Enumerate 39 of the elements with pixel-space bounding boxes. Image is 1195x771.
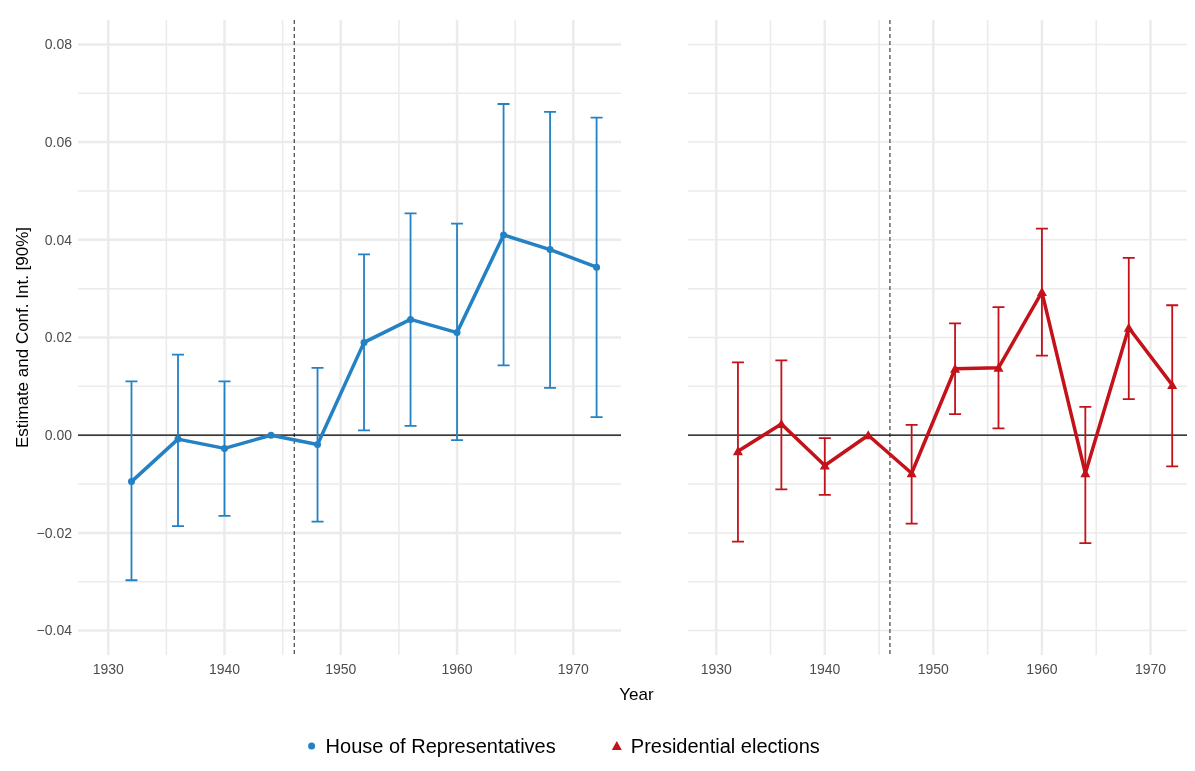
point [593, 263, 601, 271]
point [500, 231, 508, 239]
x-tick-label: 1940 [208, 661, 241, 677]
x-tick-label: 1960 [1026, 661, 1058, 677]
point [360, 338, 368, 346]
point [174, 435, 182, 443]
y-tick-label: 0.08 [44, 36, 73, 53]
y-tick-label: 0.00 [44, 427, 73, 444]
legend-label: House of Representatives [325, 735, 556, 757]
point [314, 440, 322, 448]
point [1036, 287, 1047, 297]
y-tick-label: −0.02 [36, 524, 73, 541]
point [221, 444, 229, 452]
point [732, 446, 743, 456]
point [127, 478, 135, 486]
y-tick-label: 0.06 [44, 134, 73, 151]
x-tick-label: 1940 [809, 661, 841, 677]
x-tick-label: 1970 [557, 661, 590, 677]
point [1123, 322, 1134, 332]
x-tick-label: 1960 [441, 661, 473, 677]
x-tick-label: 1950 [325, 661, 357, 677]
x-axis-title: Year [619, 685, 655, 704]
x-tick-label: 1930 [700, 661, 733, 677]
point [993, 362, 1004, 372]
y-tick-label: −0.04 [36, 622, 73, 639]
point [950, 363, 961, 373]
x-tick-label: 1950 [917, 661, 950, 677]
y-tick-label: 0.02 [44, 329, 73, 346]
point [453, 329, 461, 337]
point [1167, 379, 1178, 389]
x-tick-label: 1930 [92, 661, 125, 677]
point [267, 431, 275, 439]
y-tick-label: 0.04 [44, 231, 73, 248]
legend-label: Presidential elections [630, 735, 820, 757]
point [546, 246, 554, 254]
y-axis-title: Estimate and Conf. Int. [90%] [12, 226, 32, 449]
x-tick-label: 1970 [1134, 661, 1167, 677]
point [407, 315, 415, 323]
point [906, 468, 917, 478]
